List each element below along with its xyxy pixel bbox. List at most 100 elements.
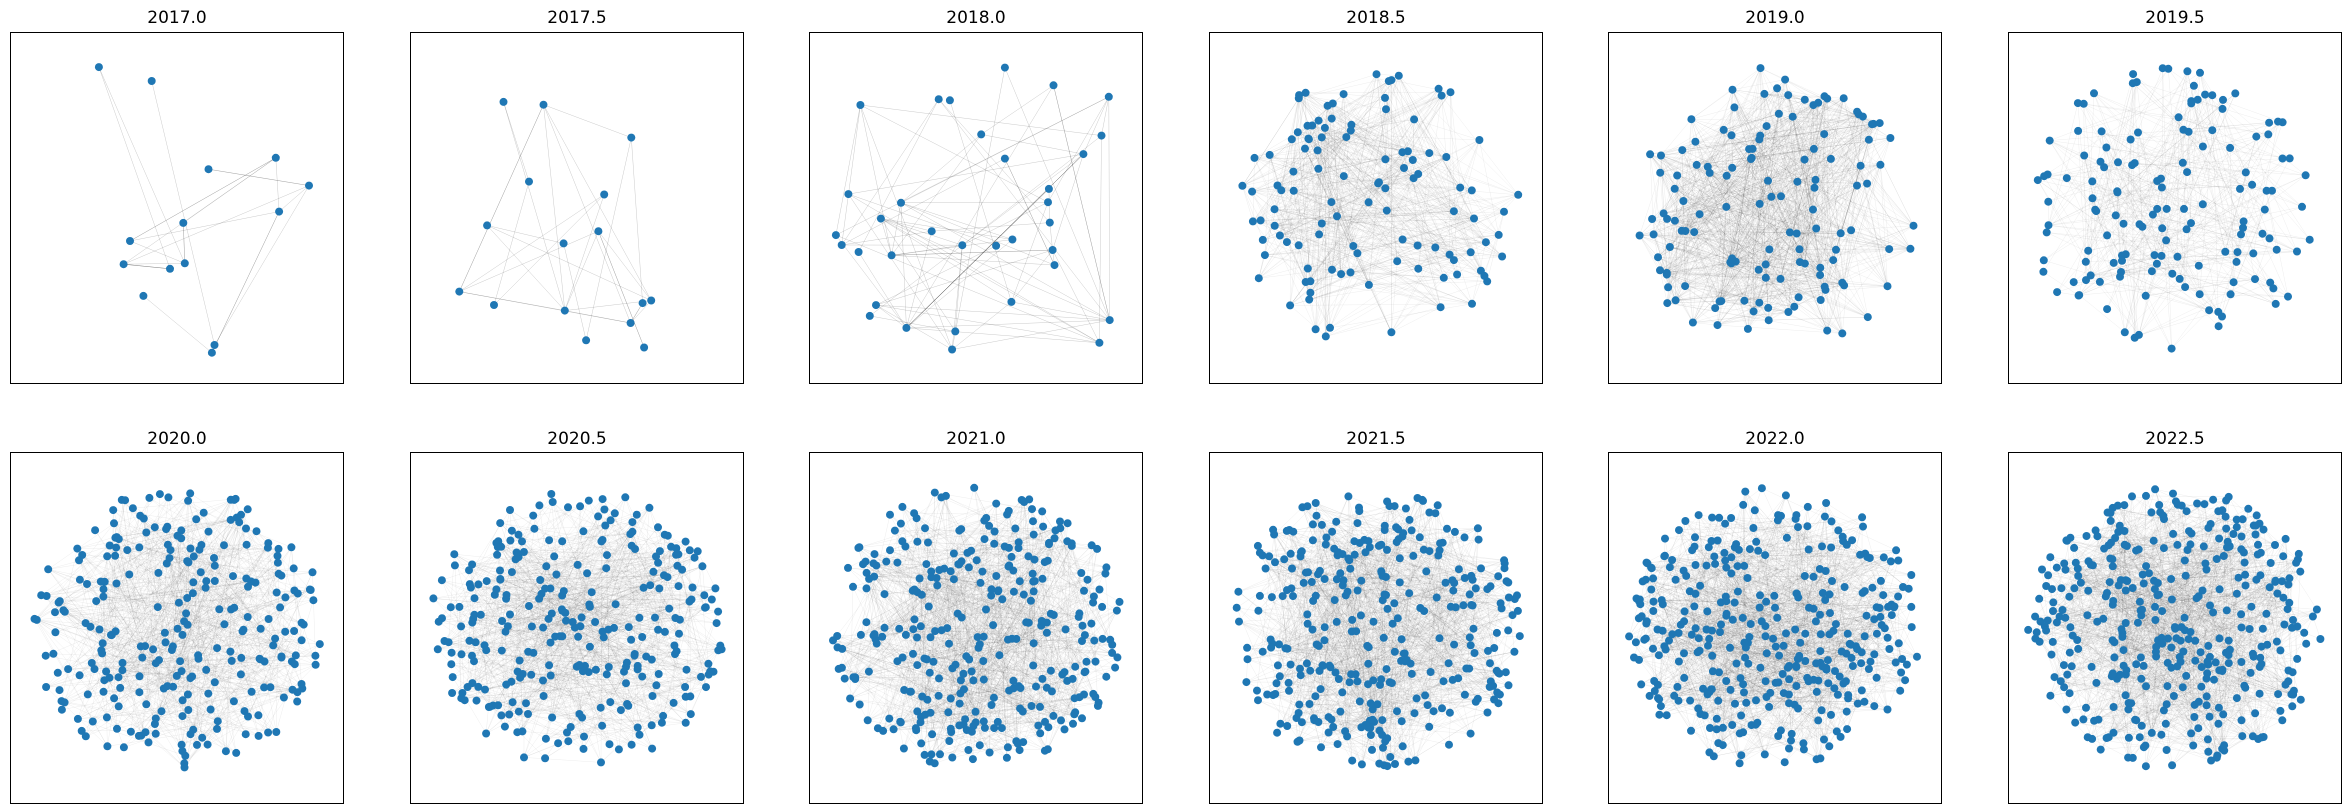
edge (1652, 104, 1814, 220)
edge (182, 547, 292, 701)
edge (1732, 89, 1825, 287)
edge (1691, 119, 1814, 150)
node (135, 672, 144, 681)
edge (1639, 235, 1760, 303)
edge (1732, 124, 1873, 260)
edge (1350, 130, 1408, 152)
edge (1254, 157, 1454, 212)
edge (1674, 129, 1724, 221)
node (1317, 219, 1326, 228)
node (1665, 243, 1674, 251)
nodes (30, 489, 324, 772)
edge (170, 550, 232, 661)
edge (1649, 154, 1700, 215)
edge (177, 519, 197, 629)
edge (523, 757, 602, 763)
edge (2117, 82, 2137, 163)
edge (1799, 262, 1828, 331)
edge (1799, 102, 1819, 263)
edge (154, 597, 286, 725)
node (2092, 207, 2101, 216)
edge (116, 586, 249, 729)
edge (1666, 129, 1724, 273)
node (141, 642, 150, 651)
edge (1653, 234, 1799, 298)
edge (1685, 164, 1697, 232)
edge (106, 663, 156, 672)
edge (1279, 173, 1419, 236)
edge (1667, 133, 1825, 220)
edge (1788, 95, 1798, 182)
edge (545, 636, 563, 739)
edge (962, 202, 1049, 246)
edge (1274, 130, 1351, 226)
edge (1731, 157, 1752, 259)
edge (1699, 214, 1766, 265)
edge (1799, 249, 1821, 276)
edge (2132, 73, 2189, 132)
edge (2199, 72, 2223, 109)
edge (1692, 316, 1868, 323)
edge (64, 702, 194, 730)
node (166, 264, 174, 273)
edge (1684, 180, 1769, 287)
node (2233, 248, 2242, 257)
edge (104, 581, 241, 675)
node (135, 688, 144, 697)
node (2135, 220, 2144, 229)
edge (1699, 214, 1766, 265)
edge (1759, 203, 1868, 318)
network-graph (1635, 64, 1918, 338)
edge (512, 674, 607, 703)
node (1687, 115, 1696, 124)
edge (1694, 231, 1781, 280)
edge (115, 537, 232, 662)
node (134, 731, 143, 740)
edge (77, 718, 186, 756)
edge (1717, 129, 1724, 326)
edge (1666, 139, 1760, 273)
edge (1332, 103, 1379, 184)
edge (1254, 157, 1386, 160)
edge (643, 587, 686, 697)
edge (552, 501, 714, 672)
edge (1378, 156, 1447, 183)
edge (1274, 183, 1379, 226)
edge (1666, 200, 1684, 275)
edge (1759, 139, 1769, 321)
edge (1293, 130, 1351, 172)
node (525, 177, 533, 186)
edge (1685, 258, 1733, 287)
edge (1402, 194, 1519, 240)
edge (1734, 107, 1890, 250)
edge (2156, 251, 2298, 264)
edge (101, 517, 237, 654)
edge (2182, 162, 2238, 253)
edge (234, 548, 279, 608)
edge (1750, 158, 1805, 160)
node (264, 539, 273, 548)
edge (1759, 203, 1769, 308)
edge (504, 507, 650, 727)
edge (1412, 159, 1519, 195)
edge (1850, 230, 1868, 318)
edge (1747, 98, 1828, 329)
edge (1269, 154, 1503, 257)
node (1906, 244, 1915, 253)
edge (505, 631, 510, 715)
edge (166, 563, 246, 735)
edge (214, 648, 218, 683)
edge (113, 510, 116, 632)
edge (1759, 98, 1844, 303)
node (290, 627, 299, 635)
edge (540, 579, 712, 600)
node (157, 707, 166, 716)
edge (127, 549, 188, 562)
edge (1778, 113, 1868, 318)
edge (1310, 211, 1505, 293)
edge (1685, 148, 1814, 232)
edge (48, 544, 202, 570)
edge (1685, 165, 1861, 287)
node (1853, 107, 1862, 116)
edge (1723, 129, 1852, 231)
